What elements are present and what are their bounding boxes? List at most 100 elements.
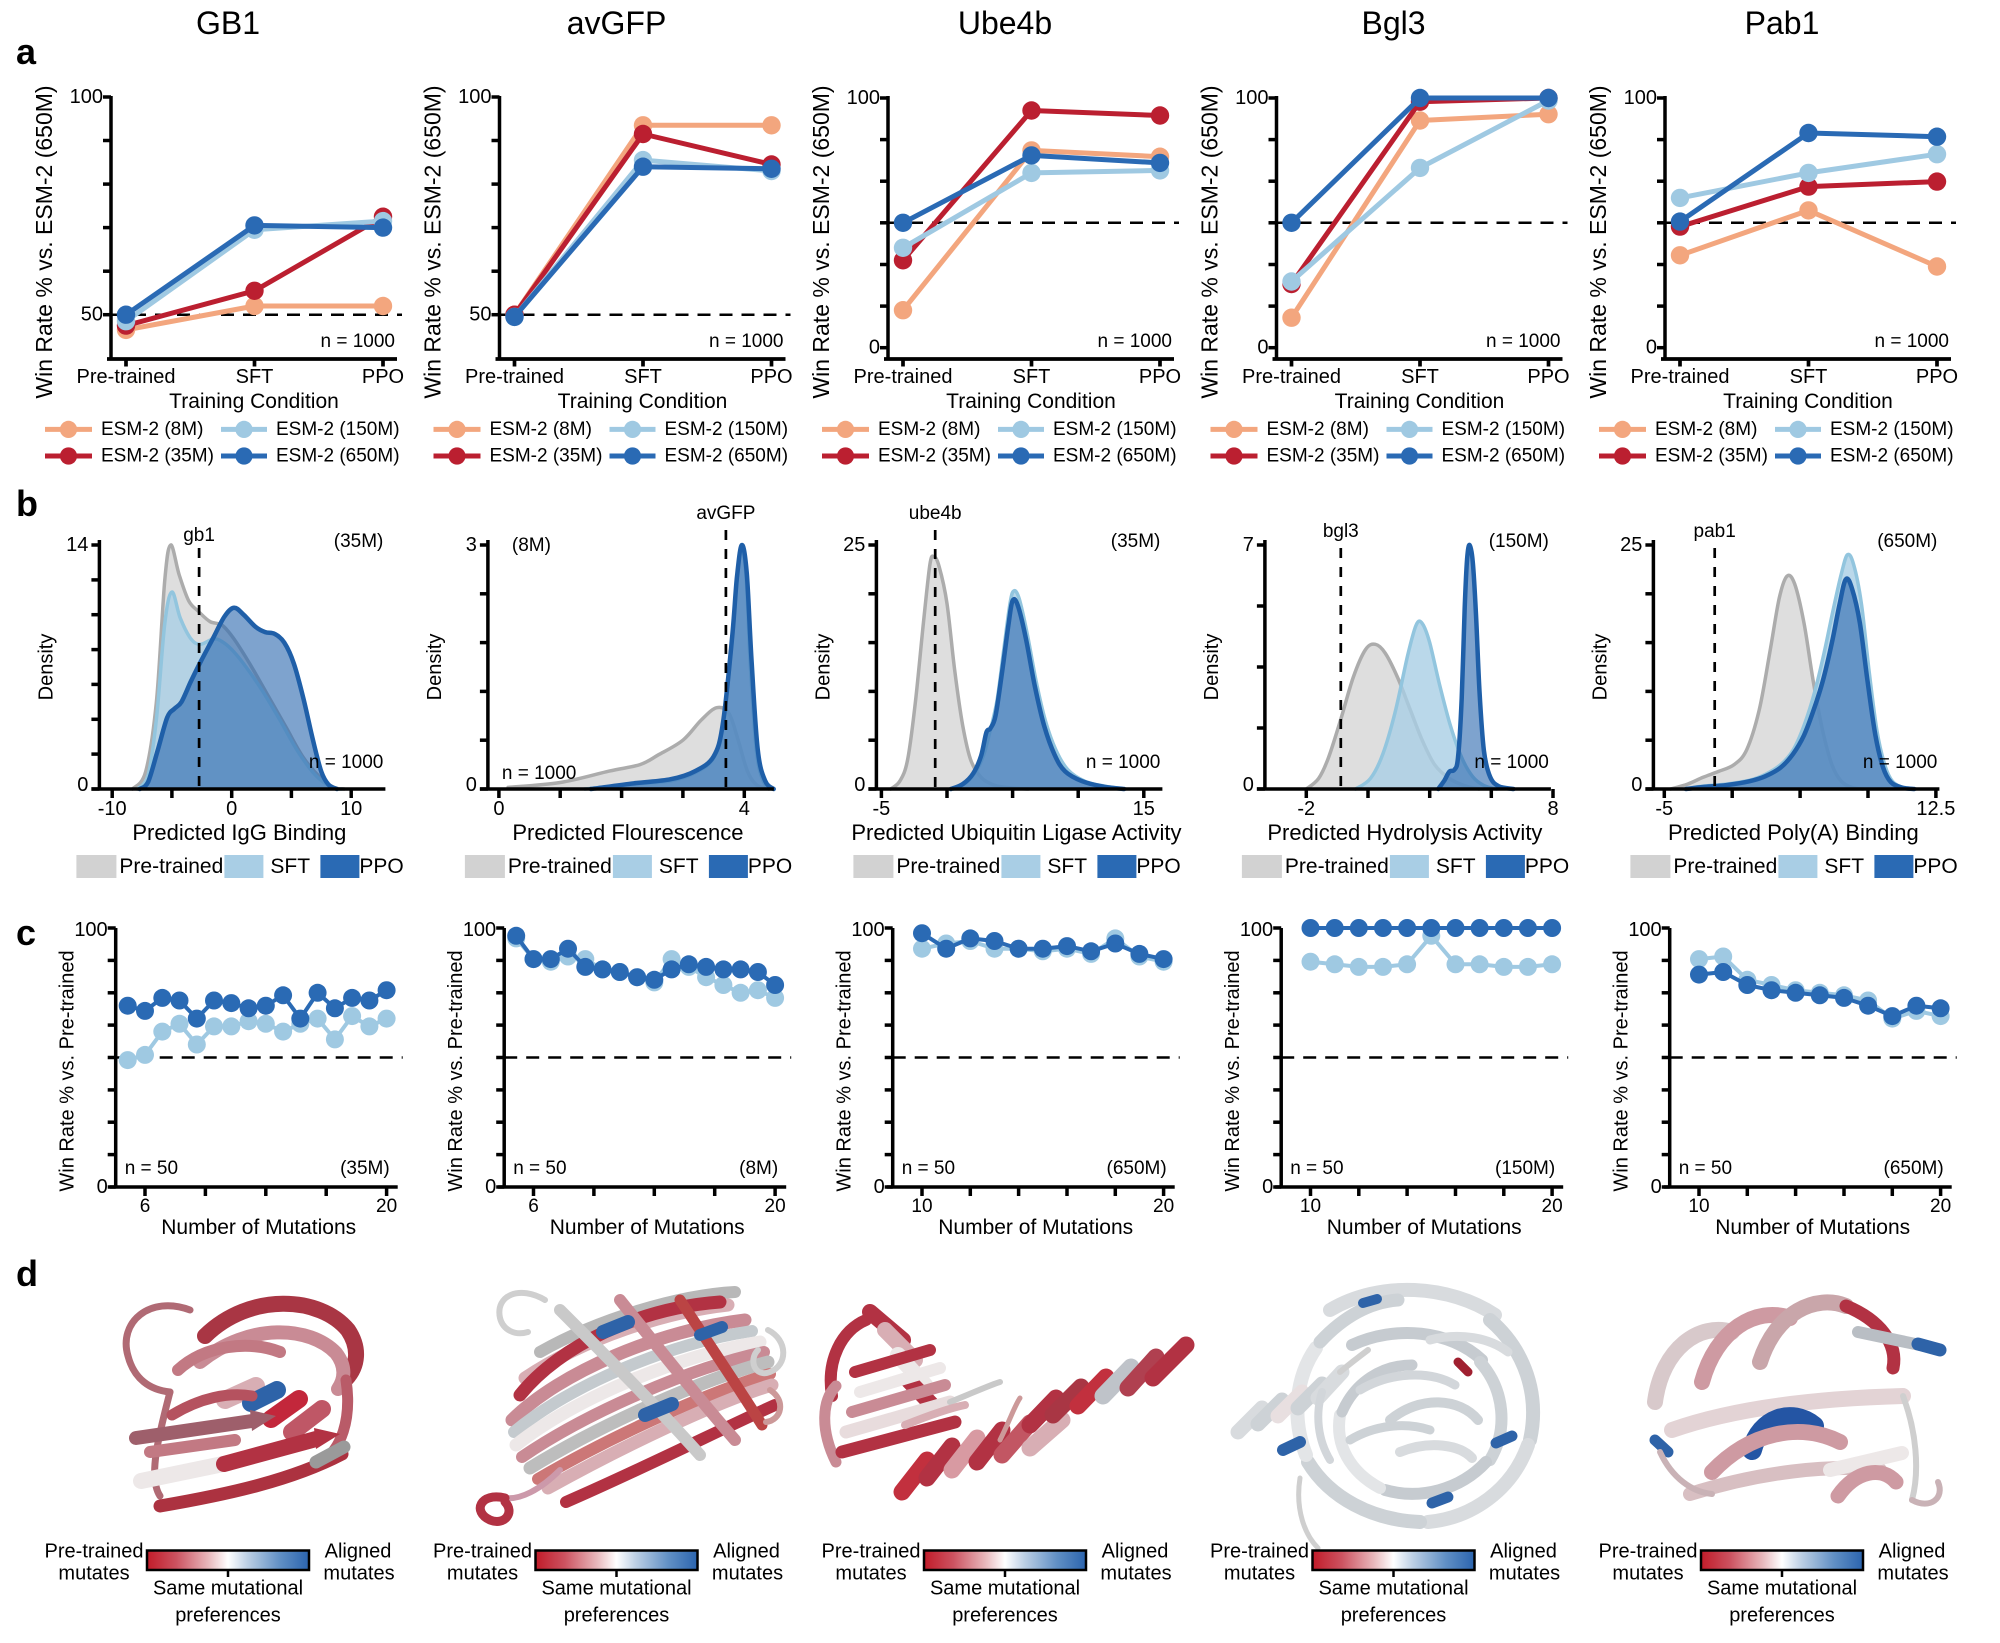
svg-text:GB1: GB1 xyxy=(196,5,260,41)
svg-text:8: 8 xyxy=(1547,798,1558,820)
svg-text:avGFP: avGFP xyxy=(696,503,755,524)
svg-text:(8M): (8M) xyxy=(512,535,551,556)
svg-text:n = 1000: n = 1000 xyxy=(1875,331,1950,352)
svg-text:mutates: mutates xyxy=(835,1563,906,1585)
svg-text:Win Rate % vs. ESM-2 (650M): Win Rate % vs. ESM-2 (650M) xyxy=(1197,85,1223,398)
svg-text:0: 0 xyxy=(1257,337,1268,359)
svg-text:-2: -2 xyxy=(1297,798,1315,820)
svg-text:Same mutational: Same mutational xyxy=(153,1577,303,1599)
svg-text:Density: Density xyxy=(1589,634,1611,701)
svg-text:ESM-2 (650M): ESM-2 (650M) xyxy=(665,446,789,467)
svg-text:SFT: SFT xyxy=(1013,366,1051,388)
svg-text:0: 0 xyxy=(97,1176,108,1198)
svg-text:Win Rate % vs. ESM-2 (650M): Win Rate % vs. ESM-2 (650M) xyxy=(420,85,446,398)
svg-text:ESM-2 (8M): ESM-2 (8M) xyxy=(1267,419,1369,440)
svg-text:mutates: mutates xyxy=(1100,1563,1171,1585)
svg-text:Density: Density xyxy=(424,634,446,701)
svg-text:Number of Mutations: Number of Mutations xyxy=(938,1216,1133,1239)
svg-text:ESM-2 (650M): ESM-2 (650M) xyxy=(276,446,400,467)
svg-text:ESM-2 (35M): ESM-2 (35M) xyxy=(878,446,991,467)
svg-text:SFT: SFT xyxy=(624,366,662,388)
svg-text:SFT: SFT xyxy=(1047,855,1087,878)
svg-text:100: 100 xyxy=(1628,919,1661,941)
svg-text:Number of Mutations: Number of Mutations xyxy=(550,1216,745,1239)
svg-text:(35M): (35M) xyxy=(340,1158,390,1179)
svg-text:Ube4b: Ube4b xyxy=(958,5,1052,41)
svg-text:Same mutational: Same mutational xyxy=(1707,1577,1857,1599)
svg-text:avGFP: avGFP xyxy=(567,5,667,41)
svg-text:Pre-trained: Pre-trained xyxy=(1599,1540,1698,1562)
svg-text:10: 10 xyxy=(1688,1196,1709,1217)
svg-text:Aligned: Aligned xyxy=(1490,1540,1557,1562)
svg-text:6: 6 xyxy=(528,1196,539,1217)
svg-text:50: 50 xyxy=(81,304,103,326)
svg-text:ESM-2 (650M): ESM-2 (650M) xyxy=(1830,446,1954,467)
svg-text:PPO: PPO xyxy=(1525,855,1569,878)
svg-text:n = 1000: n = 1000 xyxy=(321,331,396,352)
svg-text:Pre-trained: Pre-trained xyxy=(1210,1540,1309,1562)
svg-text:0: 0 xyxy=(1631,774,1642,796)
svg-text:Win Rate % vs. ESM-2 (650M): Win Rate % vs. ESM-2 (650M) xyxy=(808,85,834,398)
svg-text:Pre-trained: Pre-trained xyxy=(508,855,612,878)
svg-text:n = 1000: n = 1000 xyxy=(1486,331,1561,352)
svg-text:0: 0 xyxy=(485,1176,496,1198)
svg-text:20: 20 xyxy=(765,1196,786,1217)
svg-text:0: 0 xyxy=(466,774,477,796)
svg-text:0: 0 xyxy=(493,798,504,820)
svg-text:PPO: PPO xyxy=(1913,855,1957,878)
svg-text:Pre-trained: Pre-trained xyxy=(854,366,953,388)
svg-text:Pre-trained: Pre-trained xyxy=(1242,366,1341,388)
svg-text:15: 15 xyxy=(1133,798,1155,820)
svg-text:(8M): (8M) xyxy=(739,1158,778,1179)
svg-text:SFT: SFT xyxy=(659,855,699,878)
svg-text:d: d xyxy=(16,1253,38,1294)
svg-text:mutates: mutates xyxy=(58,1563,129,1585)
svg-text:100: 100 xyxy=(74,919,107,941)
svg-text:10: 10 xyxy=(1300,1196,1321,1217)
svg-text:Same mutational: Same mutational xyxy=(541,1577,691,1599)
svg-text:n = 50: n = 50 xyxy=(1679,1158,1732,1179)
svg-text:preferences: preferences xyxy=(175,1605,281,1627)
svg-text:0: 0 xyxy=(1243,774,1254,796)
svg-text:14: 14 xyxy=(66,534,88,556)
svg-text:100: 100 xyxy=(1624,87,1657,109)
svg-text:mutates: mutates xyxy=(1489,1563,1560,1585)
svg-text:-5: -5 xyxy=(873,798,891,820)
svg-text:ESM-2 (8M): ESM-2 (8M) xyxy=(1655,419,1757,440)
svg-text:0: 0 xyxy=(854,774,865,796)
svg-text:Pre-trained: Pre-trained xyxy=(77,366,176,388)
svg-text:SFT: SFT xyxy=(1401,366,1439,388)
svg-text:Pre-trained: Pre-trained xyxy=(465,366,564,388)
svg-text:PPO: PPO xyxy=(362,366,404,388)
svg-text:n = 50: n = 50 xyxy=(125,1158,178,1179)
svg-text:ESM-2 (8M): ESM-2 (8M) xyxy=(878,419,980,440)
svg-text:SFT: SFT xyxy=(1790,366,1828,388)
svg-text:10: 10 xyxy=(911,1196,932,1217)
svg-text:mutates: mutates xyxy=(1877,1563,1948,1585)
svg-text:c: c xyxy=(16,912,36,953)
svg-text:ESM-2 (650M): ESM-2 (650M) xyxy=(1053,446,1177,467)
svg-text:(35M): (35M) xyxy=(334,531,384,552)
svg-text:100: 100 xyxy=(847,87,880,109)
svg-text:Number of Mutations: Number of Mutations xyxy=(161,1216,356,1239)
svg-text:n = 1000: n = 1000 xyxy=(1474,752,1549,773)
svg-text:Pre-trained: Pre-trained xyxy=(896,855,1000,878)
svg-text:20: 20 xyxy=(1542,1196,1563,1217)
svg-text:Win Rate % vs. Pre-trained: Win Rate % vs. Pre-trained xyxy=(57,950,79,1191)
svg-text:Aligned: Aligned xyxy=(1102,1540,1169,1562)
svg-text:PPO: PPO xyxy=(1136,855,1180,878)
svg-text:(650M): (650M) xyxy=(1884,1158,1944,1179)
svg-text:100: 100 xyxy=(1235,87,1268,109)
svg-text:Pre-trained: Pre-trained xyxy=(433,1540,532,1562)
svg-text:0: 0 xyxy=(77,774,88,796)
svg-text:Number of Mutations: Number of Mutations xyxy=(1327,1216,1522,1239)
svg-text:Number of Mutations: Number of Mutations xyxy=(1715,1216,1910,1239)
svg-text:0: 0 xyxy=(1646,337,1657,359)
svg-text:Pre-trained: Pre-trained xyxy=(822,1540,921,1562)
svg-text:Pab1: Pab1 xyxy=(1745,5,1820,41)
svg-text:20: 20 xyxy=(1153,1196,1174,1217)
svg-text:100: 100 xyxy=(463,919,496,941)
svg-text:Pre-trained: Pre-trained xyxy=(1673,855,1777,878)
svg-text:ESM-2 (35M): ESM-2 (35M) xyxy=(1655,446,1768,467)
svg-text:ESM-2 (35M): ESM-2 (35M) xyxy=(1267,446,1380,467)
